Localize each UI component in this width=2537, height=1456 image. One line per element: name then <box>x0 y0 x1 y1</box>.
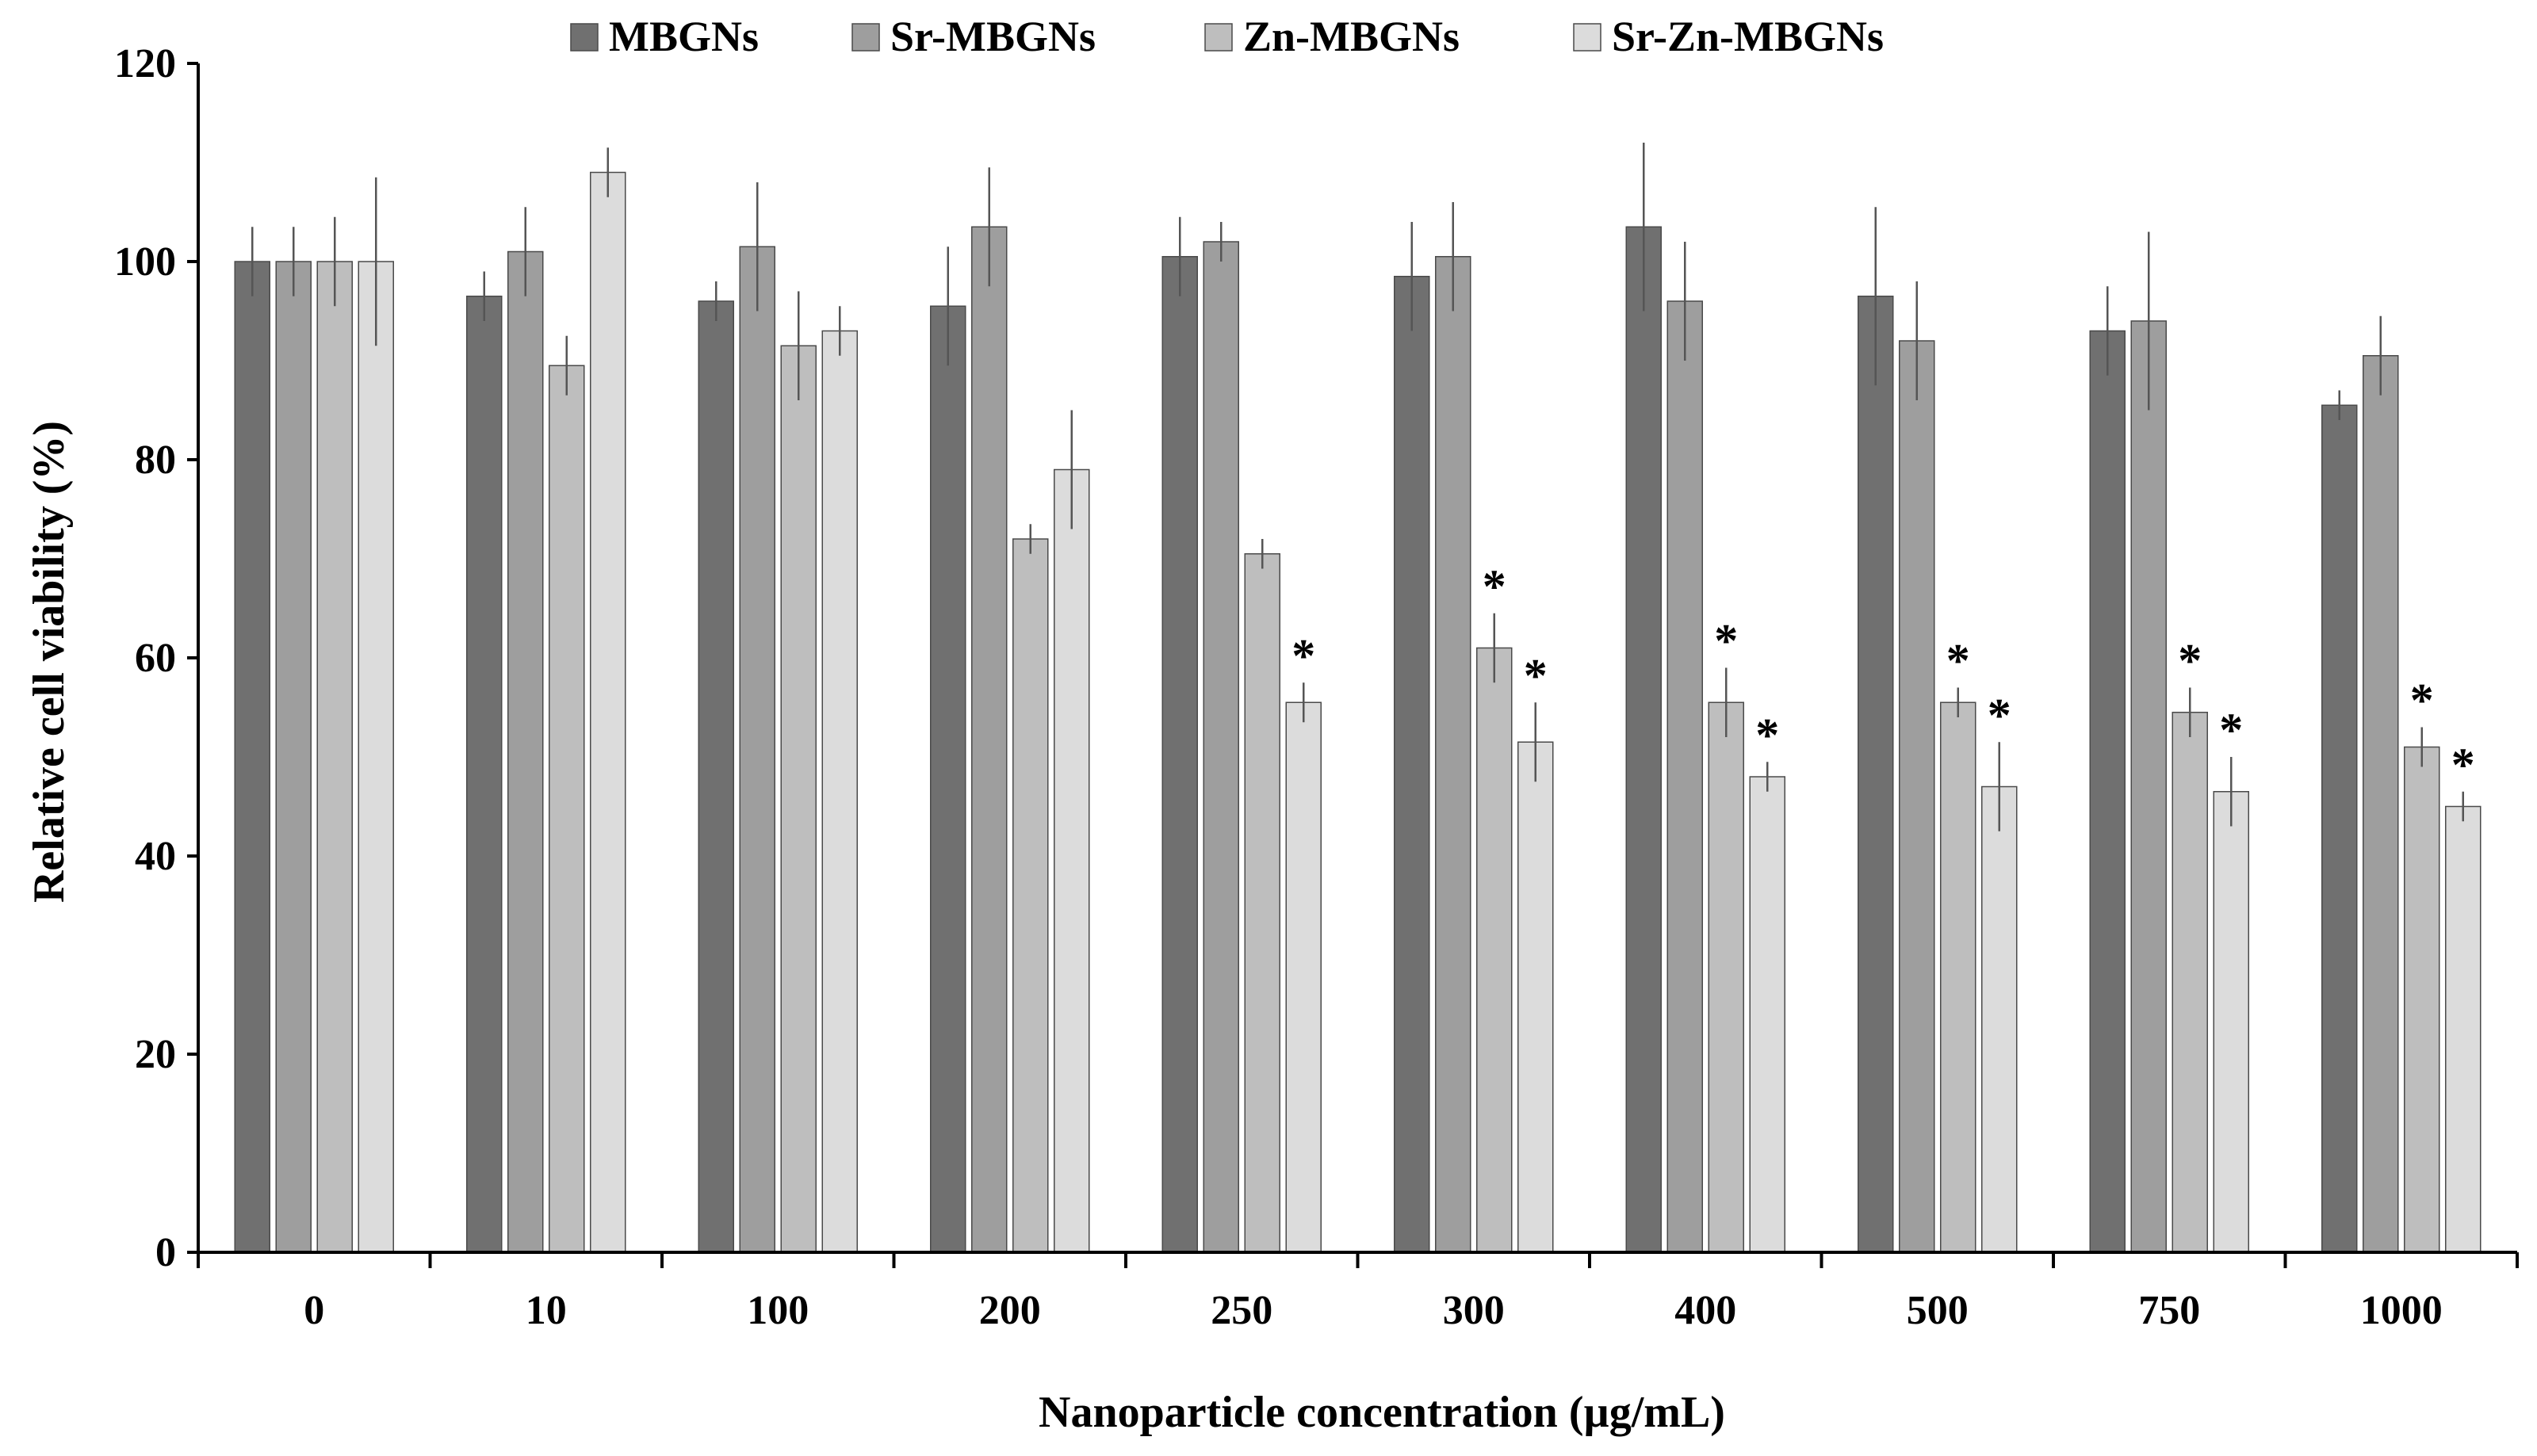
y-tick-label: 80 <box>135 438 176 483</box>
bar-mbgns-10 <box>466 296 503 1253</box>
bar-zn-mbgns-300 <box>1476 647 1513 1253</box>
bar-mbgns-750 <box>2089 330 2126 1253</box>
bar-sr-zn-mbgns-1000 <box>2445 805 2482 1253</box>
significance-mark: * <box>1524 649 1548 701</box>
bar-sr-mbgns-0 <box>275 261 312 1253</box>
bar-zn-mbgns-0 <box>316 261 353 1253</box>
bar-sr-zn-mbgns-750 <box>2213 791 2249 1253</box>
y-tick-label: 40 <box>135 834 176 879</box>
bar-zn-mbgns-1000 <box>2404 746 2440 1253</box>
bar-sr-mbgns-750 <box>2130 320 2167 1253</box>
bar-mbgns-300 <box>1394 276 1430 1253</box>
bar-sr-zn-mbgns-100 <box>821 330 858 1253</box>
bar-sr-mbgns-500 <box>1899 340 1935 1253</box>
y-tick-label: 120 <box>114 41 176 86</box>
significance-mark: * <box>1714 615 1738 667</box>
bar-sr-mbgns-10 <box>507 250 544 1253</box>
legend-swatch <box>570 23 599 52</box>
bar-mbgns-400 <box>1625 226 1662 1253</box>
bar-mbgns-250 <box>1161 256 1198 1253</box>
x-tick-label: 100 <box>747 1288 809 1333</box>
bar-sr-mbgns-100 <box>739 246 775 1253</box>
bar-sr-mbgns-200 <box>971 226 1008 1253</box>
significance-mark: * <box>2451 739 2475 791</box>
bar-mbgns-500 <box>1858 296 1894 1253</box>
x-tick-label: 0 <box>304 1288 324 1333</box>
bar-sr-zn-mbgns-300 <box>1517 741 1554 1253</box>
y-tick-label: 60 <box>135 636 176 681</box>
legend-label: MBGNs <box>609 13 759 60</box>
legend-swatch <box>851 23 880 52</box>
significance-mark: * <box>1988 689 2011 741</box>
bar-mbgns-0 <box>234 261 270 1253</box>
legend-label: Zn-MBGNs <box>1243 13 1460 60</box>
y-tick-label: 20 <box>135 1032 176 1077</box>
bar-sr-mbgns-400 <box>1666 300 1703 1253</box>
bar-sr-mbgns-1000 <box>2363 355 2399 1253</box>
bar-zn-mbgns-400 <box>1708 701 1744 1253</box>
bar-mbgns-200 <box>930 305 966 1253</box>
significance-mark: * <box>2178 635 2202 687</box>
x-tick-label: 500 <box>1907 1288 1969 1333</box>
bar-zn-mbgns-250 <box>1244 553 1280 1253</box>
significance-mark: * <box>2219 704 2243 756</box>
x-tick-label: 750 <box>2138 1288 2200 1333</box>
y-axis-title: Relative cell viability (%) <box>25 421 74 903</box>
bar-zn-mbgns-500 <box>1940 701 1976 1253</box>
bar-sr-zn-mbgns-400 <box>1749 776 1785 1253</box>
significance-mark: * <box>1946 635 1970 687</box>
y-tick-label: 100 <box>114 239 176 285</box>
bar-sr-zn-mbgns-0 <box>358 261 394 1253</box>
axes: 0 20 40 60 80 100 120 0 10 100 200 250 300 400 500 750 1… <box>114 41 2519 1333</box>
x-tick-label: 400 <box>1674 1288 1736 1333</box>
bar-mbgns-100 <box>698 300 734 1253</box>
significance-mark: * <box>1483 560 1506 613</box>
bar-sr-zn-mbgns-500 <box>1981 785 2018 1253</box>
x-tick-label: 300 <box>1443 1288 1505 1333</box>
plot-area: * * * * * * * * * * * <box>234 143 2482 1253</box>
significance-mark: * <box>1755 709 1779 761</box>
legend-label: Sr-MBGNs <box>890 13 1096 60</box>
bar-sr-mbgns-300 <box>1435 256 1471 1253</box>
bar-sr-zn-mbgns-10 <box>590 171 626 1253</box>
bar-zn-mbgns-200 <box>1012 538 1049 1253</box>
x-tick-label: 200 <box>979 1288 1041 1333</box>
legend-label: Sr-Zn-MBGNs <box>1612 13 1884 60</box>
bar-zn-mbgns-10 <box>549 365 585 1253</box>
bar-zn-mbgns-750 <box>2172 712 2208 1253</box>
significance-mark: * <box>1291 629 1315 682</box>
legend: MBGNs Sr-MBGNs Zn-MBGNs Sr-Zn-MBGNs <box>570 13 1884 60</box>
significance-mark: * <box>2410 674 2434 727</box>
bar-sr-zn-mbgns-200 <box>1054 468 1090 1253</box>
x-tick-label: 1000 <box>2360 1288 2443 1333</box>
x-tick-label: 10 <box>526 1288 567 1333</box>
legend-swatch <box>1204 23 1233 52</box>
bar-sr-mbgns-250 <box>1203 241 1239 1253</box>
bar-sr-zn-mbgns-250 <box>1285 701 1322 1253</box>
bar-mbgns-1000 <box>2321 404 2358 1253</box>
legend-swatch <box>1573 23 1601 52</box>
bar-zn-mbgns-100 <box>780 345 817 1253</box>
x-tick-label: 250 <box>1211 1288 1272 1333</box>
x-axis-title: Nanoparticle concentration (µg/mL) <box>1039 1388 1725 1437</box>
y-tick-label: 0 <box>155 1230 176 1275</box>
